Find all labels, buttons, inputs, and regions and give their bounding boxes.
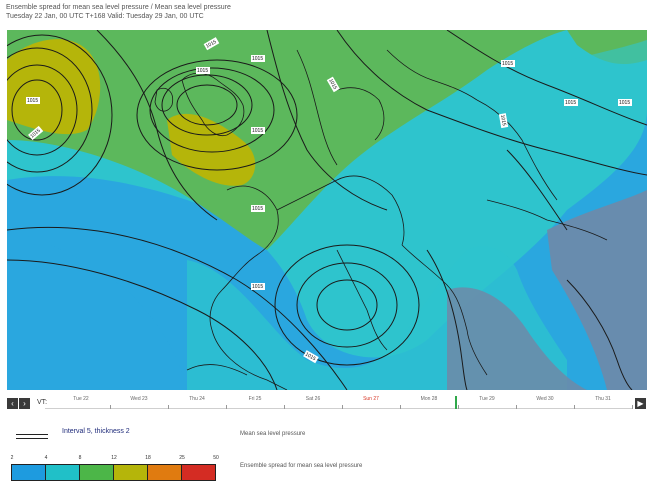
play-button[interactable]: ▶	[635, 398, 646, 409]
spread-legend-label: Ensemble spread for mean sea level press…	[240, 463, 363, 469]
colorbar-swatch	[148, 465, 182, 480]
timeline-day[interactable]: Tue 22	[73, 396, 89, 402]
isobar-label: 1015	[499, 114, 507, 126]
timeline-day[interactable]: Sun 27	[363, 396, 379, 402]
timeline-tick	[516, 405, 517, 409]
timeline-day[interactable]: Wed 30	[536, 396, 554, 402]
colorbar-tick-label: 18	[145, 455, 151, 461]
timeline-tick	[574, 405, 575, 409]
isobar-label: 1015	[252, 56, 263, 62]
vt-label: VT:	[37, 399, 48, 406]
spread-band-low-southwest	[7, 230, 187, 390]
colorbar-tick-label: 25	[179, 455, 185, 461]
land-shade-balkans	[447, 287, 587, 390]
isobar-label: 1015	[197, 68, 208, 74]
timeline-tick	[284, 405, 285, 409]
isobar-label: 1015	[205, 39, 218, 50]
pressure-map[interactable]: 1015 1015 1015 1015 1015 1015 1015 1015 …	[7, 30, 647, 390]
chevron-left-icon: ‹	[11, 399, 14, 408]
isobars	[7, 30, 647, 390]
isobar-label: 1015	[252, 206, 263, 212]
timeline-day[interactable]: Thu 24	[189, 396, 205, 402]
timeline-day[interactable]: Sat 26	[305, 396, 321, 402]
prev-step-button[interactable]: ‹	[7, 398, 18, 409]
colorbar-tick-label: 2	[10, 455, 14, 461]
selected-time-marker[interactable]	[455, 396, 457, 409]
spread-band-very-high-central	[167, 113, 256, 186]
isobar-label: 1015	[619, 100, 630, 106]
colorbar-swatch	[80, 465, 114, 480]
timeline-track	[45, 408, 633, 409]
timeline-tick	[400, 405, 401, 409]
map-subtitle: Tuesday 22 Jan, 00 UTC T+168 Valid: Tues…	[6, 13, 204, 20]
map-title-block: Ensemble spread for mean sea level press…	[6, 3, 231, 21]
valid-time-bar: ‹ › VT: Tue 22 Wed 23 Thu 24 Fri 25 Sat 26 Su…	[7, 395, 649, 413]
land-shade-east	[547, 190, 647, 390]
timeline-tick	[632, 405, 633, 409]
isobar-label: 1015	[304, 352, 317, 363]
spread-band-medium-northeast	[527, 40, 647, 118]
timeline-tick	[458, 405, 459, 409]
coastlines	[154, 49, 608, 390]
play-icon: ▶	[637, 399, 644, 408]
timeline-day[interactable]: Tue 29	[479, 396, 495, 402]
colorbar-swatch	[46, 465, 80, 480]
isobar-label: 1015	[502, 61, 513, 67]
timeline-tick	[110, 405, 111, 409]
chevron-right-icon: ›	[23, 399, 26, 408]
map-canvas: 1015 1015 1015 1015 1015 1015 1015 1015 …	[7, 30, 647, 390]
isobar-label: 1015	[565, 100, 576, 106]
isobar-label: 1015	[327, 78, 338, 91]
timeline-tick	[342, 405, 343, 409]
timeline-day[interactable]: Wed 23	[130, 396, 148, 402]
spread-band-high	[7, 30, 567, 250]
timeline-day[interactable]: Thu 31	[595, 396, 611, 402]
colorbar-tick-label: 4	[44, 455, 48, 461]
isobar-label: 1015	[27, 98, 38, 104]
isobar-label: 1015	[252, 284, 263, 290]
mslp-legend-label: Mean sea level pressure	[240, 431, 306, 437]
map-title: Ensemble spread for mean sea level press…	[6, 4, 231, 11]
timeline-tick	[226, 405, 227, 409]
colorbar-tick-label: 8	[78, 455, 82, 461]
colorbar-swatch	[12, 465, 46, 480]
colorbar-swatch	[114, 465, 148, 480]
contour-line-sample	[16, 438, 48, 439]
timeline-day[interactable]: Mon 28	[420, 396, 438, 402]
colorbar-tick-label: 12	[111, 455, 117, 461]
timeline-tick	[168, 405, 169, 409]
contour-interval-label: Interval 5, thickness 2	[62, 428, 130, 435]
next-step-button[interactable]: ›	[19, 398, 30, 409]
timeline-day[interactable]: Fri 25	[248, 396, 262, 402]
spread-colorbar	[11, 464, 216, 481]
isobar-label-group: 1015 1015 1015 1015 1015 1015 1015 1015 …	[26, 37, 632, 364]
contour-line-sample	[16, 434, 48, 435]
isobar-label: 1015	[29, 128, 42, 140]
colorbar-tick-label: 50	[213, 455, 219, 461]
isobar-label: 1015	[252, 128, 263, 134]
colorbar-swatch	[182, 465, 215, 480]
